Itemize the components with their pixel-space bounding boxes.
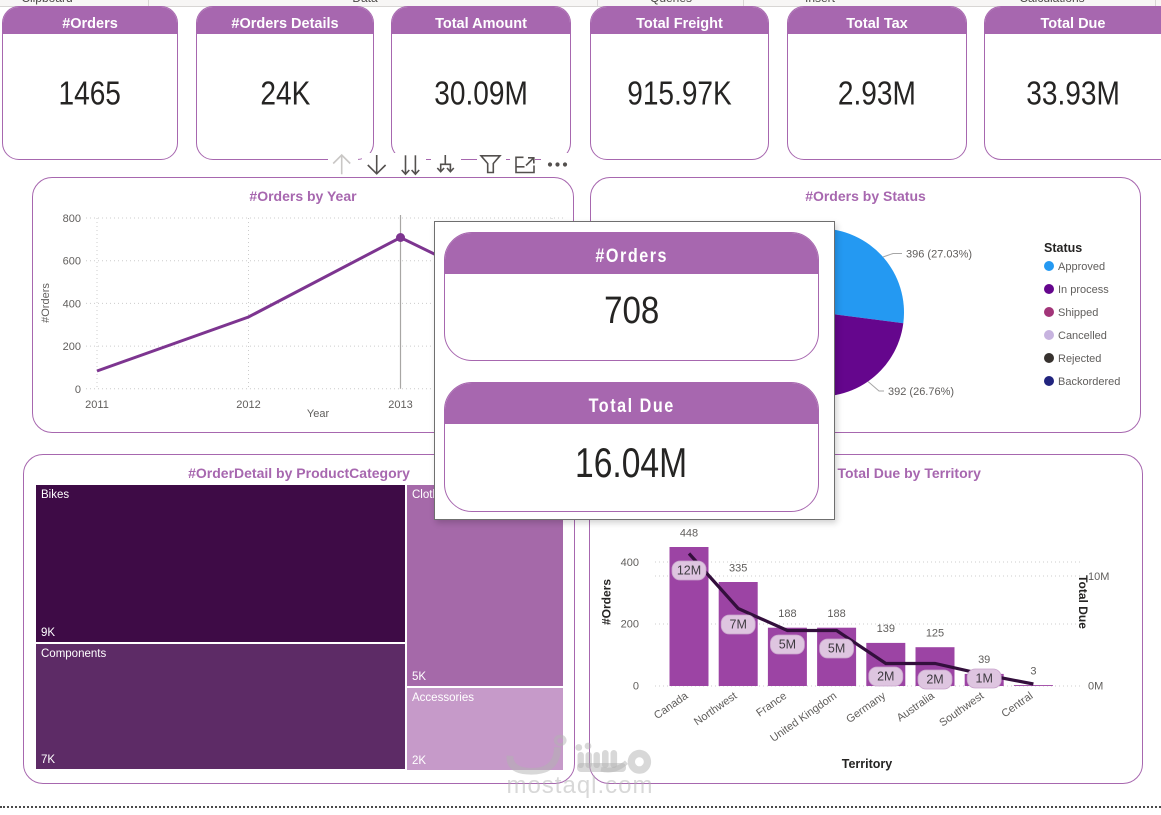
svg-text:0: 0 (75, 384, 81, 396)
svg-text:188: 188 (778, 608, 796, 620)
svg-text:200: 200 (63, 341, 81, 353)
svg-text:396 (27.03%): 396 (27.03%) (906, 249, 972, 261)
svg-text:Shipped: Shipped (1058, 307, 1098, 319)
svg-text:800: 800 (63, 213, 81, 225)
svg-text:Territory: Territory (842, 757, 893, 771)
svg-text:2011: 2011 (85, 399, 109, 411)
svg-text:392 (26.76%): 392 (26.76%) (888, 386, 954, 398)
svg-text:2M: 2M (877, 670, 894, 684)
svg-text:Year: Year (307, 408, 330, 420)
svg-text:2013: 2013 (388, 399, 412, 411)
svg-text:39: 39 (978, 654, 990, 666)
svg-text:2012: 2012 (236, 399, 260, 411)
svg-text:1M: 1M (976, 672, 993, 686)
svg-text:125: 125 (926, 628, 944, 640)
svg-text:#Orders: #Orders (40, 283, 52, 323)
svg-text:10M: 10M (1088, 571, 1109, 583)
svg-text:Approved: Approved (1058, 261, 1105, 273)
svg-text:400: 400 (621, 557, 639, 569)
svg-text:Status: Status (1044, 241, 1082, 255)
svg-text:#Orders: #Orders (600, 579, 614, 625)
svg-text:0M: 0M (1088, 681, 1103, 693)
svg-text:Backordered: Backordered (1058, 376, 1120, 388)
svg-text:335: 335 (729, 563, 747, 575)
svg-text:139: 139 (877, 623, 895, 635)
svg-text:7M: 7M (730, 618, 747, 632)
svg-text:0: 0 (633, 681, 639, 693)
svg-text:Cancelled: Cancelled (1058, 330, 1107, 342)
svg-text:In process: In process (1058, 284, 1109, 296)
svg-text:Rejected: Rejected (1058, 353, 1101, 365)
svg-text:188: 188 (827, 608, 845, 620)
svg-text:Total Due: Total Due (1076, 575, 1090, 629)
svg-text:2M: 2M (926, 673, 943, 687)
svg-text:448: 448 (680, 528, 698, 540)
svg-text:5M: 5M (779, 638, 796, 652)
svg-text:200: 200 (621, 619, 639, 631)
svg-text:12M: 12M (677, 564, 701, 578)
svg-text:600: 600 (63, 256, 81, 268)
svg-text:3: 3 (1030, 666, 1036, 678)
svg-text:400: 400 (63, 298, 81, 310)
svg-text:5M: 5M (828, 642, 845, 656)
